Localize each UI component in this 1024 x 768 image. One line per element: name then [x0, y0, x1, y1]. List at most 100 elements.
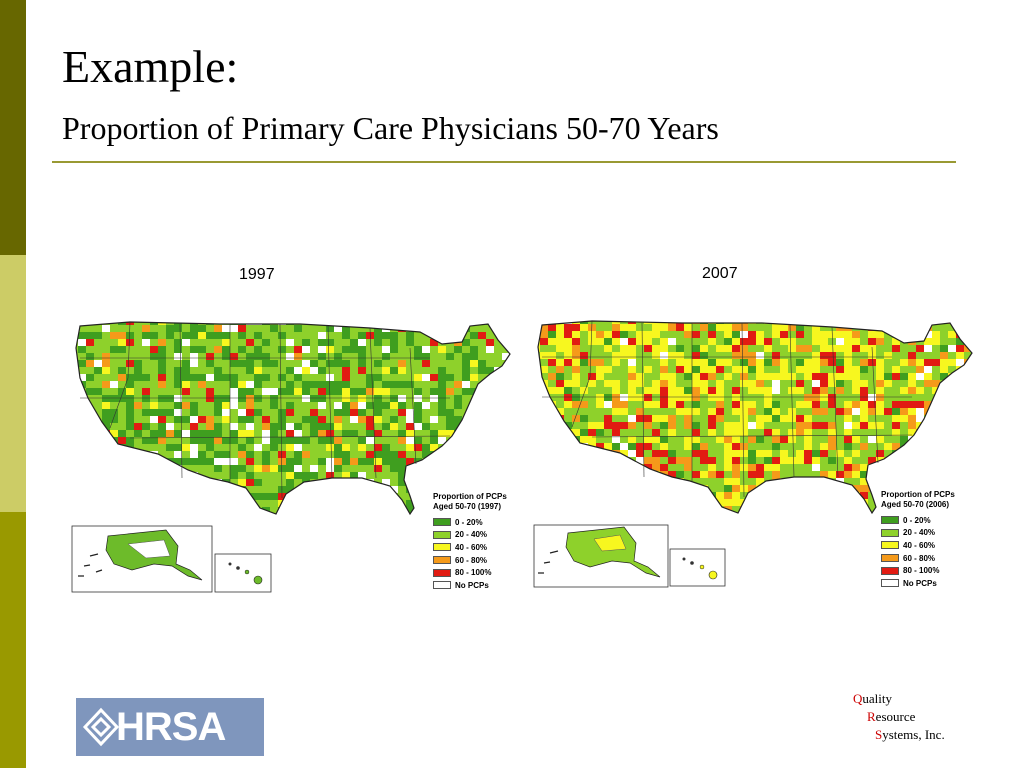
county-cell: [764, 331, 772, 338]
county-cell: [668, 471, 676, 478]
county-cell: [580, 352, 588, 359]
county-cell: [612, 422, 620, 429]
county-cell: [382, 374, 390, 381]
county-cell: [110, 486, 118, 493]
county-cell: [852, 338, 860, 345]
county-cell: [620, 506, 628, 513]
county-cell: [118, 402, 126, 409]
county-cell: [636, 506, 644, 513]
county-cell: [540, 352, 548, 359]
county-cell: [310, 402, 318, 409]
county-cell: [222, 402, 230, 409]
county-cell: [166, 430, 174, 437]
county-cell: [716, 324, 724, 331]
county-cell: [382, 402, 390, 409]
county-cell: [948, 408, 956, 415]
county-cell: [836, 443, 844, 450]
county-cell: [118, 472, 126, 479]
county-cell: [588, 359, 596, 366]
county-cell: [182, 423, 190, 430]
county-cell: [94, 444, 102, 451]
county-cell: [852, 324, 860, 331]
county-cell: [310, 339, 318, 346]
county-cell: [884, 471, 892, 478]
county-cell: [206, 409, 214, 416]
county-cell: [708, 506, 716, 513]
county-cell: [580, 485, 588, 492]
county-cell: [278, 325, 286, 332]
county-cell: [110, 444, 118, 451]
county-cell: [174, 514, 182, 521]
county-cell: [828, 429, 836, 436]
county-cell: [964, 478, 972, 485]
county-cell: [166, 367, 174, 374]
county-cell: [206, 451, 214, 458]
county-cell: [660, 422, 668, 429]
county-cell: [716, 422, 724, 429]
county-cell: [676, 492, 684, 499]
county-cell: [246, 458, 254, 465]
county-cell: [684, 408, 692, 415]
county-cell: [150, 486, 158, 493]
county-cell: [150, 346, 158, 353]
county-cell: [302, 465, 310, 472]
county-cell: [166, 437, 174, 444]
county-cell: [166, 402, 174, 409]
county-cell: [716, 352, 724, 359]
county-cell: [174, 395, 182, 402]
county-cell: [956, 464, 964, 471]
county-cell: [510, 346, 518, 353]
county-cell: [716, 415, 724, 422]
county-cell: [158, 395, 166, 402]
county-cell: [446, 465, 454, 472]
county-cell: [820, 352, 828, 359]
county-cell: [310, 423, 318, 430]
county-cell: [556, 345, 564, 352]
county-cell: [948, 436, 956, 443]
county-cell: [940, 464, 948, 471]
county-cell: [916, 450, 924, 457]
county-cell: [158, 493, 166, 500]
county-cell: [238, 472, 246, 479]
county-cell: [302, 395, 310, 402]
county-cell: [422, 353, 430, 360]
county-cell: [430, 367, 438, 374]
county-cell: [596, 450, 604, 457]
county-cell: [684, 429, 692, 436]
county-cell: [844, 345, 852, 352]
county-cell: [454, 388, 462, 395]
county-cell: [572, 352, 580, 359]
county-cell: [222, 458, 230, 465]
county-cell: [182, 479, 190, 486]
county-cell: [764, 499, 772, 506]
county-cell: [796, 492, 804, 499]
county-cell: [310, 444, 318, 451]
company-word-2: esource: [875, 709, 916, 724]
county-cell: [286, 486, 294, 493]
county-cell: [538, 321, 540, 324]
county-cell: [150, 437, 158, 444]
county-cell: [876, 443, 884, 450]
county-cell: [620, 366, 628, 373]
county-cell: [358, 367, 366, 374]
county-cell: [756, 499, 764, 506]
county-cell: [596, 422, 604, 429]
county-cell: [494, 388, 502, 395]
county-cell: [692, 478, 700, 485]
county-cell: [326, 472, 334, 479]
county-cell: [230, 444, 238, 451]
county-cell: [972, 373, 980, 380]
county-cell: [780, 338, 788, 345]
county-cell: [924, 352, 932, 359]
county-cell: [796, 380, 804, 387]
county-cell: [612, 345, 620, 352]
county-cell: [900, 324, 908, 331]
county-cell: [972, 359, 980, 366]
county-cell: [684, 331, 692, 338]
county-cell: [860, 366, 868, 373]
county-cell: [708, 499, 716, 506]
county-cell: [644, 321, 652, 324]
county-cell: [538, 429, 540, 436]
left-accent-bar: [0, 0, 26, 768]
county-cell: [876, 429, 884, 436]
